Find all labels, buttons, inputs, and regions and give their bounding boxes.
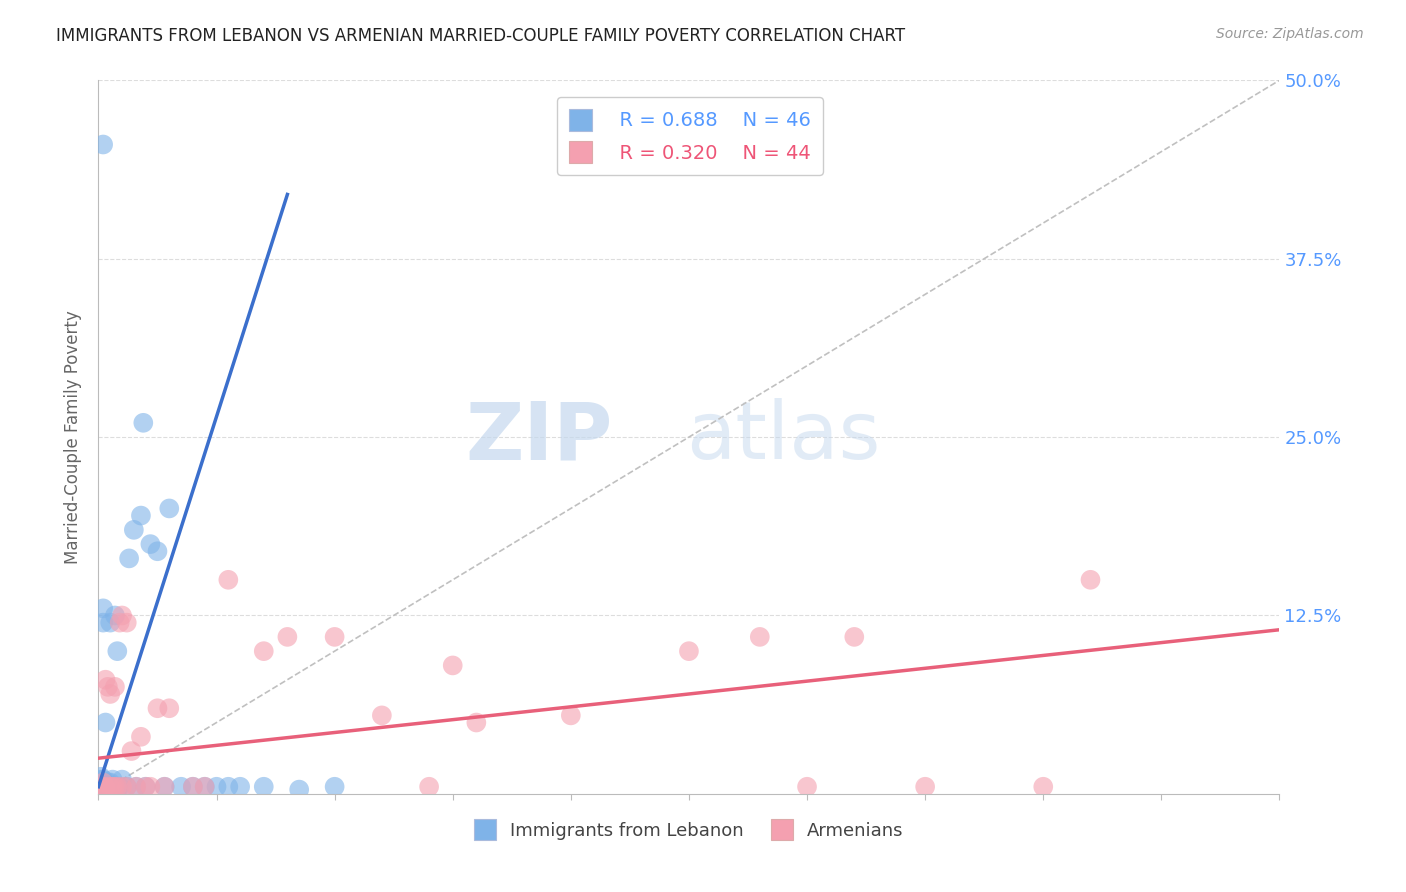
- Point: [94, 782, 117, 797]
- Point: [748, 630, 770, 644]
- Point: [1080, 573, 1102, 587]
- Point: [101, 780, 124, 794]
- Point: [170, 780, 193, 794]
- Point: [132, 416, 155, 430]
- Point: [146, 701, 169, 715]
- Legend: Immigrants from Lebanon, Armenians: Immigrants from Lebanon, Armenians: [465, 810, 912, 849]
- Point: [323, 630, 346, 644]
- Point: [1032, 780, 1054, 794]
- Point: [118, 551, 141, 566]
- Point: [181, 780, 204, 794]
- Point: [914, 780, 936, 794]
- Point: [105, 644, 128, 658]
- Point: [157, 501, 180, 516]
- Point: [115, 780, 138, 794]
- Point: [135, 780, 157, 794]
- Point: [111, 780, 134, 794]
- Point: [90, 780, 112, 794]
- Point: [217, 780, 239, 794]
- Point: [108, 780, 131, 794]
- Point: [94, 780, 117, 794]
- Point: [91, 780, 114, 794]
- Point: [441, 658, 464, 673]
- Point: [844, 630, 866, 644]
- Point: [139, 780, 162, 794]
- Point: [104, 780, 127, 794]
- Text: ZIP: ZIP: [465, 398, 612, 476]
- Text: IMMIGRANTS FROM LEBANON VS ARMENIAN MARRIED-COUPLE FAMILY POVERTY CORRELATION CH: IMMIGRANTS FROM LEBANON VS ARMENIAN MARR…: [56, 27, 905, 45]
- Point: [91, 772, 114, 787]
- Point: [217, 573, 239, 587]
- Point: [288, 782, 311, 797]
- Y-axis label: Married-Couple Family Poverty: Married-Couple Family Poverty: [65, 310, 83, 564]
- Point: [98, 780, 121, 794]
- Point: [418, 780, 440, 794]
- Point: [91, 601, 114, 615]
- Point: [121, 744, 143, 758]
- Point: [101, 772, 124, 787]
- Point: [104, 680, 127, 694]
- Point: [97, 780, 120, 794]
- Point: [90, 780, 112, 794]
- Point: [205, 780, 228, 794]
- Point: [91, 137, 114, 152]
- Point: [98, 780, 121, 794]
- Point: [98, 782, 121, 797]
- Point: [371, 708, 394, 723]
- Point: [229, 780, 252, 794]
- Point: [111, 608, 134, 623]
- Point: [153, 780, 176, 794]
- Point: [94, 782, 117, 797]
- Point: [97, 775, 120, 789]
- Point: [104, 608, 127, 623]
- Point: [253, 780, 276, 794]
- Point: [125, 780, 148, 794]
- Point: [146, 544, 169, 558]
- Point: [181, 780, 204, 794]
- Point: [90, 775, 112, 789]
- Point: [125, 780, 148, 794]
- Point: [796, 780, 818, 794]
- Point: [105, 782, 128, 797]
- Point: [98, 615, 121, 630]
- Point: [194, 780, 217, 794]
- Point: [122, 523, 145, 537]
- Point: [560, 708, 582, 723]
- Point: [97, 680, 120, 694]
- Point: [101, 780, 124, 794]
- Point: [129, 508, 152, 523]
- Point: [98, 775, 121, 789]
- Point: [135, 780, 157, 794]
- Point: [323, 780, 346, 794]
- Point: [91, 615, 114, 630]
- Point: [139, 537, 162, 551]
- Point: [90, 772, 112, 787]
- Point: [129, 730, 152, 744]
- Point: [115, 615, 138, 630]
- Point: [94, 673, 117, 687]
- Point: [94, 715, 117, 730]
- Point: [678, 644, 700, 658]
- Point: [91, 780, 114, 794]
- Point: [90, 770, 112, 784]
- Point: [94, 777, 117, 791]
- Point: [105, 780, 128, 794]
- Point: [276, 630, 298, 644]
- Point: [157, 701, 180, 715]
- Text: Source: ZipAtlas.com: Source: ZipAtlas.com: [1216, 27, 1364, 41]
- Point: [194, 780, 217, 794]
- Point: [91, 775, 114, 789]
- Point: [108, 615, 131, 630]
- Point: [115, 780, 138, 794]
- Point: [153, 780, 176, 794]
- Point: [98, 687, 121, 701]
- Point: [465, 715, 488, 730]
- Point: [111, 772, 134, 787]
- Point: [253, 644, 276, 658]
- Point: [94, 780, 117, 794]
- Text: atlas: atlas: [686, 398, 880, 476]
